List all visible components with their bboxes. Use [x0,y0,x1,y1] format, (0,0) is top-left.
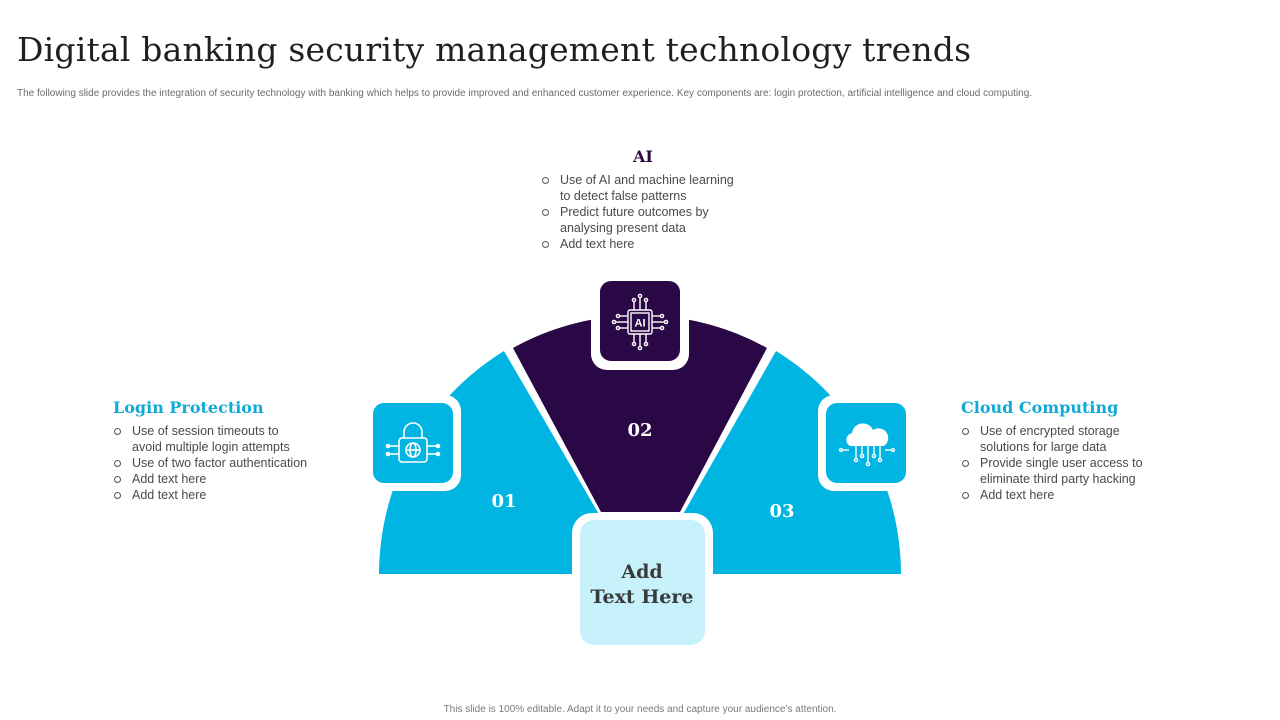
segment-01 [379,351,600,574]
ai-bullet-2-line-1: Predict future outcomes by [560,205,709,219]
cloud-bullet-1-line-2: solutions for large data [980,440,1107,454]
segment-03 [682,351,901,574]
login-bullet-2: Use of two factor authentication [113,455,353,471]
ai-chip-icon [611,293,669,351]
cloud-bullet-list: Use of encrypted storage solutions for la… [961,423,1201,503]
ai-bullet-2: Predict future outcomes by analysing pres… [541,204,781,236]
login-bullet-1-line-1: Use of session timeouts to [132,424,279,438]
cloud-bullet-2-line-2: eliminate third party hacking [980,472,1136,486]
ai-bullet-list: Use of AI and machine learning to detect … [541,172,781,252]
segment-number-03: 03 [769,501,794,522]
login-bullet-1: Use of session timeouts to avoid multiple… [113,423,353,455]
ai-bullet-3-line-1: Add text here [560,237,635,251]
cloud-bullet-3: Add text here [961,487,1201,503]
login-bullet-4-line-1: Add text here [132,488,207,502]
segment-02 [513,315,767,512]
login-bullet-3-line-1: Add text here [132,472,207,486]
footer-note: This slide is 100% editable. Adapt it to… [443,704,837,715]
ai-heading: AI [633,147,653,166]
cloud-bullet-2: Provide single user access to eliminate t… [961,455,1201,487]
login-bullet-3: Add text here [113,471,353,487]
segment-number-01: 01 [491,491,516,512]
segment-number-02: 02 [627,420,652,441]
login-heading: Login Protection [113,398,264,417]
page-title: Digital banking security management tech… [17,30,972,69]
page-subtitle: The following slide provides the integra… [17,88,1033,99]
ai-chip-label: AI [635,318,646,330]
ai-bullet-1: Use of AI and machine learning to detect … [541,172,781,204]
ai-icon-box [591,272,689,370]
cloud-bullet-3-line-1: Add text here [980,488,1055,502]
cloud-bullet-1: Use of encrypted storage solutions for la… [961,423,1201,455]
center-text-line-1: Add [620,561,662,583]
login-bullet-list: Use of session timeouts to avoid multiple… [113,423,353,503]
cloud-bullet-2-line-1: Provide single user access to [980,456,1143,470]
lock-icon [385,422,441,463]
cloud-bullet-1-line-1: Use of encrypted storage [980,424,1120,438]
ai-bullet-2-line-2: analysing present data [560,221,686,235]
ai-bullet-1-line-1: Use of AI and machine learning [560,173,734,187]
login-bullet-4: Add text here [113,487,353,503]
login-bullet-1-line-2: avoid multiple login attempts [132,440,290,454]
login-bullet-2-line-1: Use of two factor authentication [132,456,308,470]
center-text-box [572,513,713,652]
cloud-heading: Cloud Computing [961,398,1119,417]
cloud-icon [838,423,896,467]
ai-bullet-1-line-2: to detect false patterns [560,189,687,203]
ai-bullet-3: Add text here [541,236,781,252]
center-text-line-2: Text Here [591,586,694,608]
